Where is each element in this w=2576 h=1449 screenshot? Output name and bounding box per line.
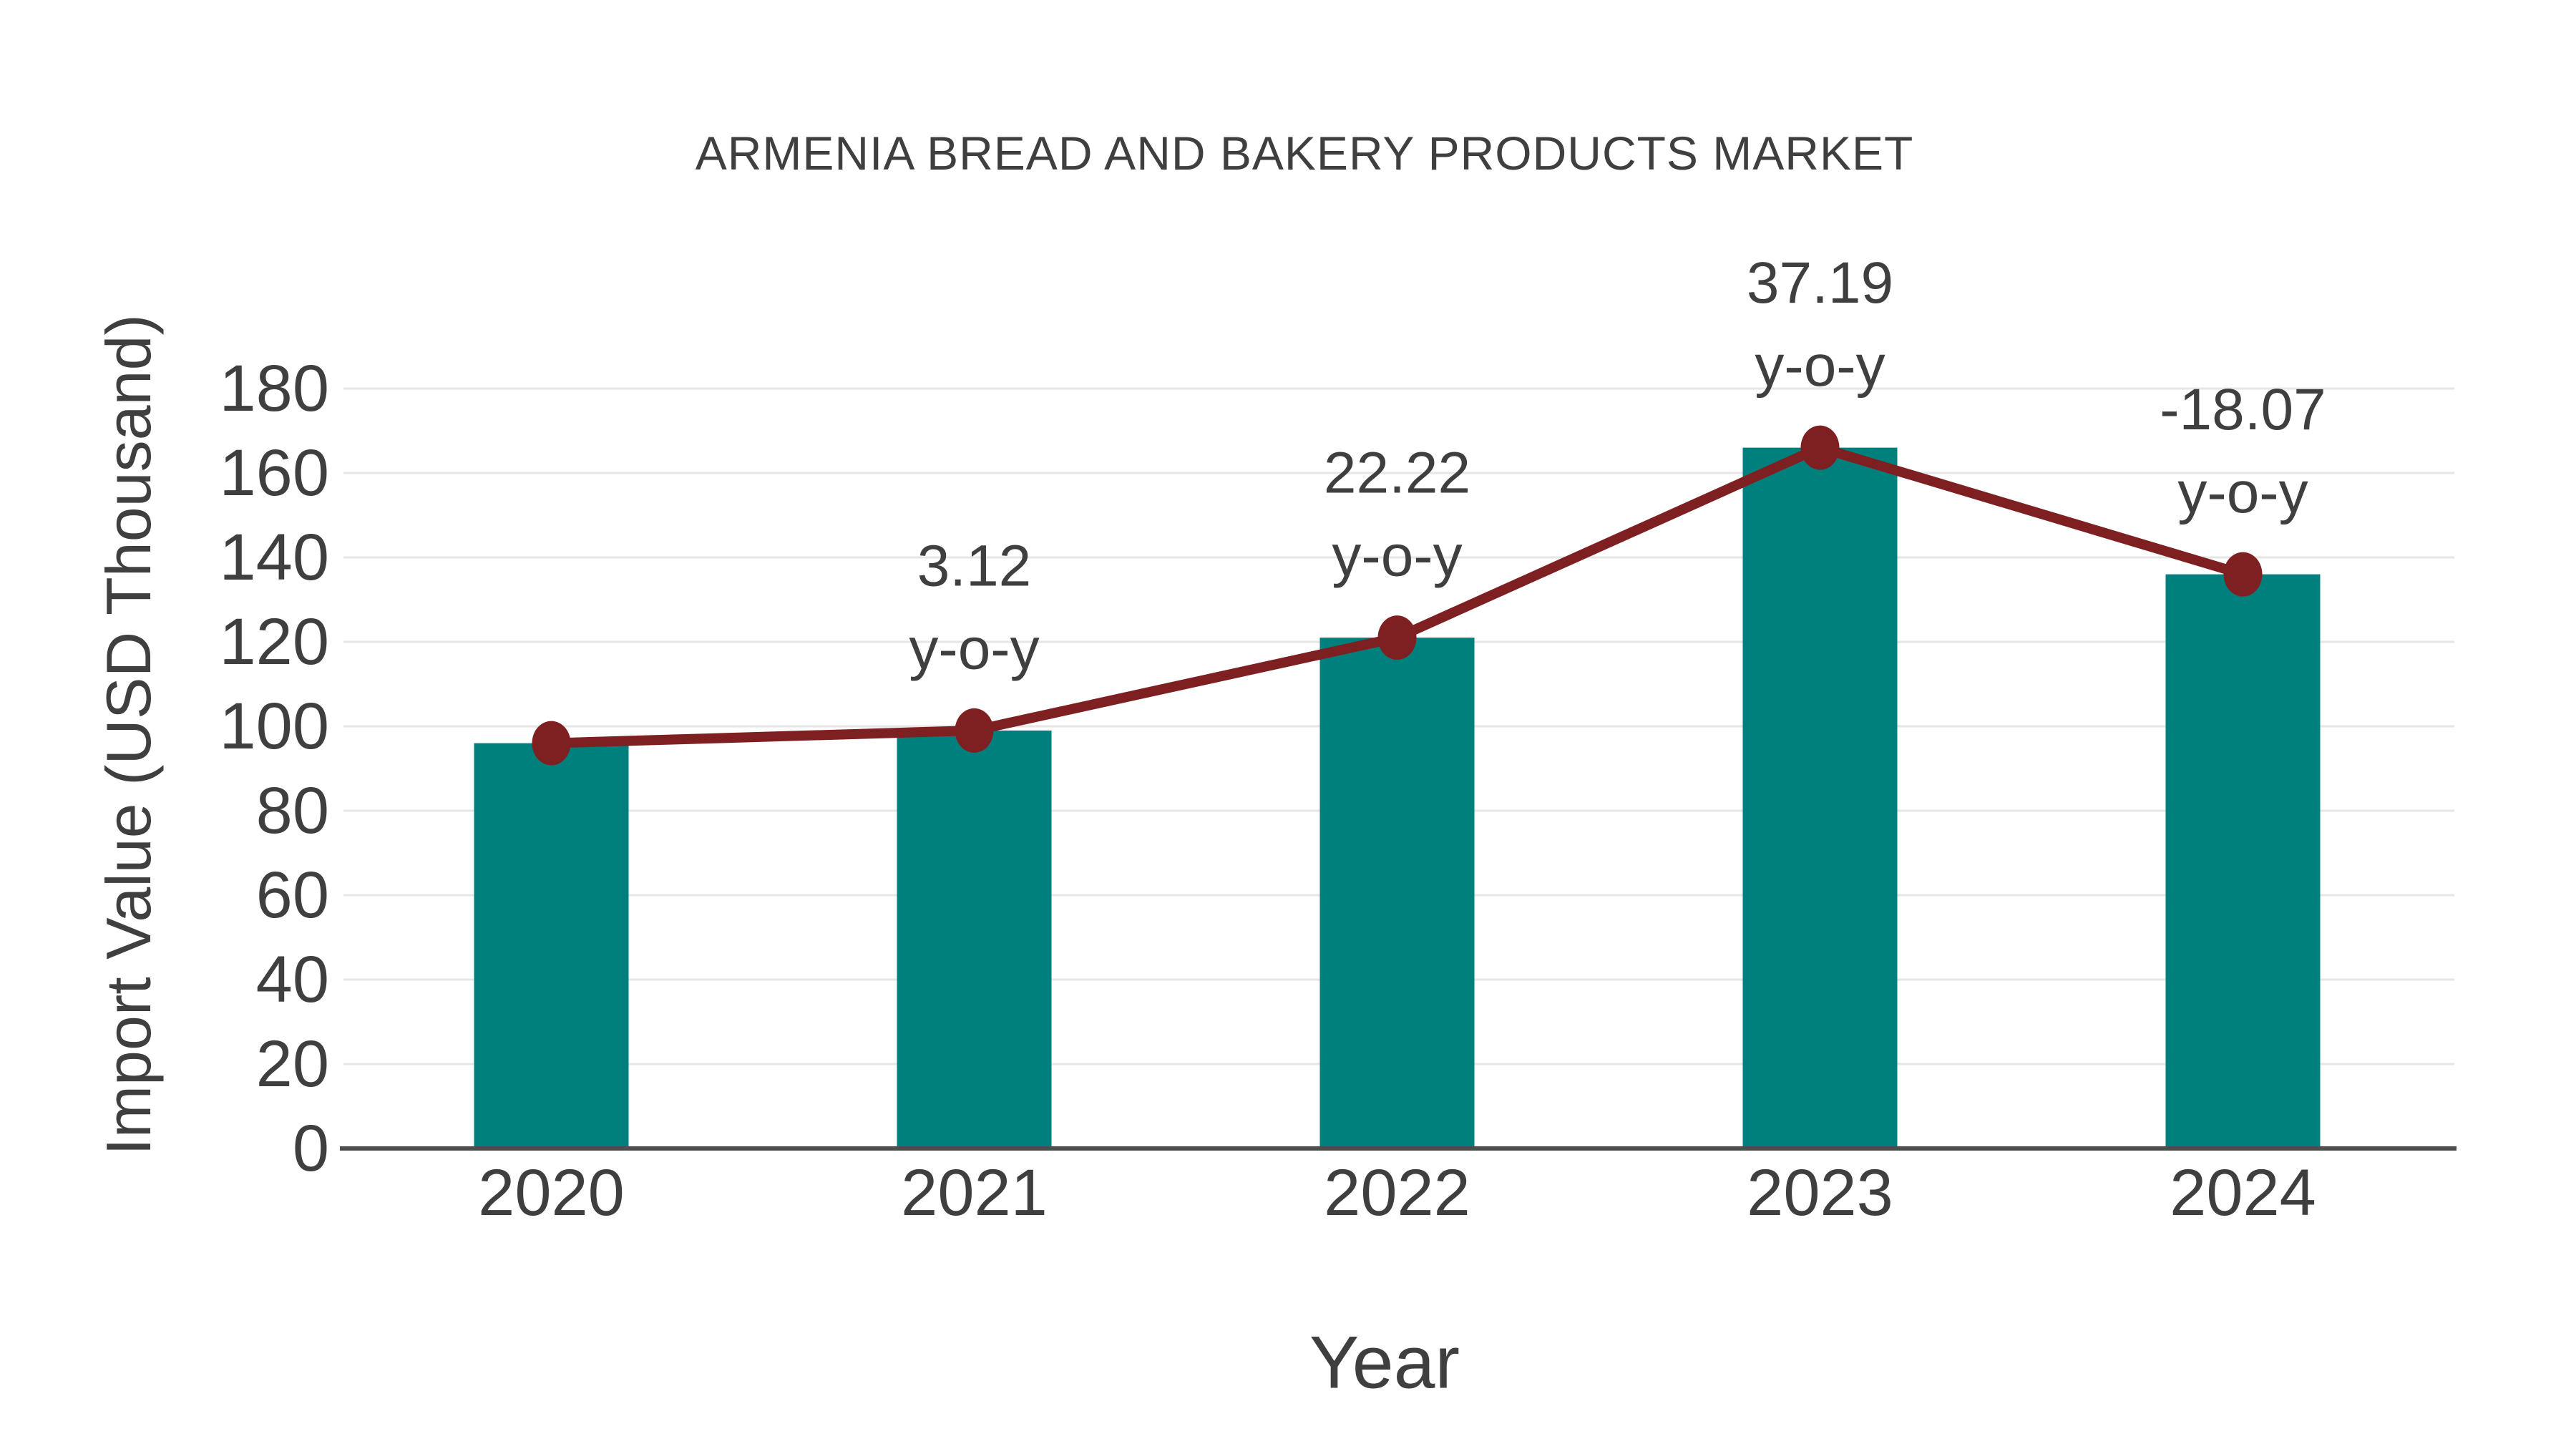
y-tick-label-40: 40 [256, 943, 329, 1016]
y-tick-label-180: 180 [220, 352, 330, 425]
annotation-2021-label: y-o-y [909, 616, 1039, 681]
marker-2021 [955, 708, 994, 753]
bar-2020 [474, 743, 629, 1148]
annotation-2021-value: 3.12 [917, 533, 1032, 598]
annotation-2022-value: 22.22 [1324, 441, 1470, 506]
annotation-2024-value: -18.07 [2160, 377, 2326, 442]
x-tick-label-2021: 2021 [901, 1156, 1048, 1229]
annotation-2023-value: 37.19 [1747, 250, 1893, 316]
y-tick-label-120: 120 [220, 605, 330, 678]
y-tick-label-20: 20 [256, 1028, 329, 1101]
y-tick-label-0: 0 [293, 1112, 329, 1185]
annotation-2022-label: y-o-y [1332, 524, 1462, 589]
y-tick-label-140: 140 [220, 521, 330, 594]
bar-2023 [1742, 447, 1898, 1148]
x-tick-label-2023: 2023 [1747, 1156, 1893, 1229]
bar-2024 [2165, 574, 2321, 1148]
y-tick-label-60: 60 [256, 859, 329, 932]
y-axis-title: Import Value (USD Thousand) [93, 314, 164, 1156]
bar-2022 [1319, 638, 1475, 1148]
bar-2021 [897, 730, 1052, 1148]
y-tick-label-100: 100 [220, 690, 330, 763]
x-axis-title: Year [1309, 1321, 1460, 1405]
marker-2022 [1377, 615, 1417, 660]
chart-title: ARMENIA BREAD AND BAKERY PRODUCTS MARKET [695, 127, 1914, 180]
annotation-2024-label: y-o-y [2177, 460, 2308, 525]
marker-2020 [532, 721, 571, 766]
x-tick-label-2024: 2024 [2170, 1156, 2316, 1229]
y-tick-label-80: 80 [256, 774, 329, 847]
x-tick-label-2020: 2020 [478, 1156, 625, 1229]
annotation-2023-label: y-o-y [1755, 333, 1885, 399]
marker-2023 [1800, 425, 1840, 470]
y-tick-label-160: 160 [220, 436, 330, 509]
x-tick-label-2022: 2022 [1324, 1156, 1470, 1229]
marker-2024 [2223, 552, 2263, 597]
